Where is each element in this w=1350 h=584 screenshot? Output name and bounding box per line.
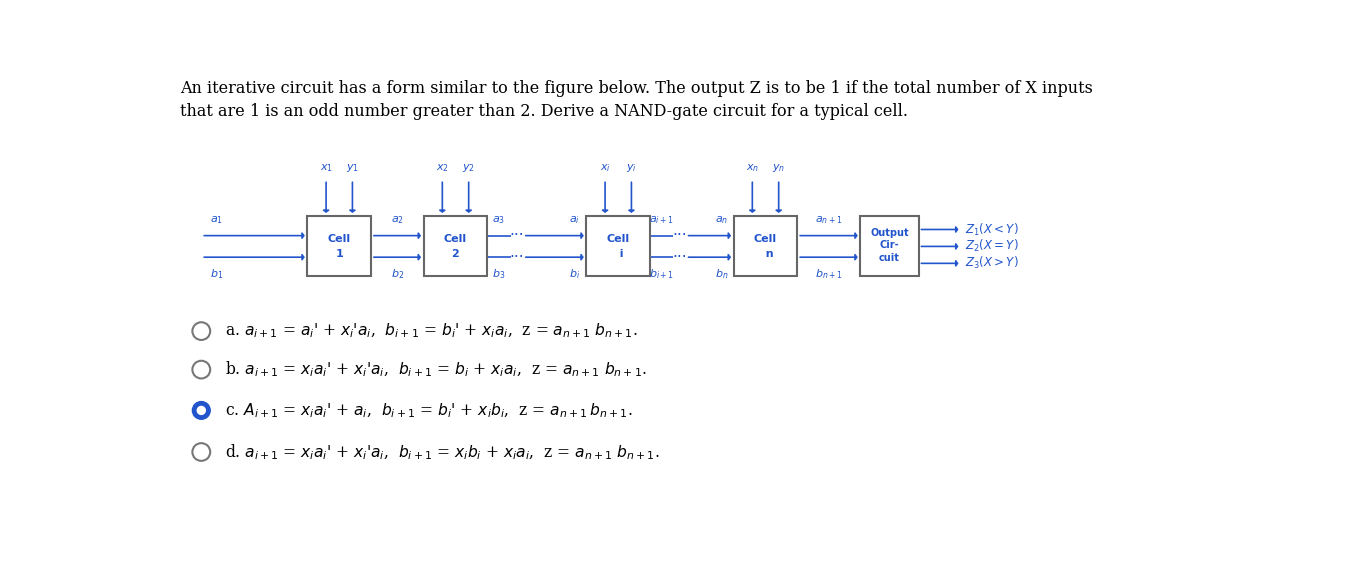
Text: n: n <box>757 249 774 259</box>
Text: a. $a_{i+1}$ = $a_i$' + $x_i$'$a_i$,  $b_{i+1}$ = $b_i$' + $x_i$$a_i$,  z = $a_{: a. $a_{i+1}$ = $a_i$' + $x_i$'$a_i$, $b_… <box>224 322 637 340</box>
Text: $y_2$: $y_2$ <box>462 162 475 174</box>
Circle shape <box>193 402 211 419</box>
Text: $b_{n+1}$: $b_{n+1}$ <box>815 267 842 281</box>
Text: ···: ··· <box>672 250 687 265</box>
Text: ···: ··· <box>672 228 687 243</box>
Text: $x_n$: $x_n$ <box>745 162 759 174</box>
Text: i: i <box>613 249 624 259</box>
Text: $x_i$: $x_i$ <box>599 162 610 174</box>
Bar <box>734 217 798 276</box>
Text: $b_3$: $b_3$ <box>493 267 505 281</box>
Text: $x_1$: $x_1$ <box>320 162 332 174</box>
Text: $b_2$: $b_2$ <box>390 267 404 281</box>
Text: c. $A_{i+1}$ = $x_i$$a_i$' + $a_i$,  $b_{i+1}$ = $b_i$' + $x_i$$b_i$,  z = $a_{n: c. $A_{i+1}$ = $x_i$$a_i$' + $a_i$, $b_{… <box>224 401 632 420</box>
Text: $x_2$: $x_2$ <box>436 162 448 174</box>
Text: $a_2$: $a_2$ <box>392 214 404 225</box>
Text: An iterative circuit has a form similar to the figure below. The output Z is to : An iterative circuit has a form similar … <box>181 80 1094 97</box>
Text: $a_n$: $a_n$ <box>716 214 729 225</box>
Text: $Z_3(X > Y)$: $Z_3(X > Y)$ <box>965 255 1019 272</box>
Text: cuit: cuit <box>879 253 900 263</box>
Text: $b_1$: $b_1$ <box>211 267 224 281</box>
Text: $a_{i+1}$: $a_{i+1}$ <box>649 214 674 225</box>
Text: Output: Output <box>871 228 909 238</box>
Text: $a_1$: $a_1$ <box>211 214 223 225</box>
Bar <box>586 217 651 276</box>
Text: ···: ··· <box>509 250 524 265</box>
Text: $a_3$: $a_3$ <box>493 214 505 225</box>
Text: ···: ··· <box>509 228 524 243</box>
Text: Cell: Cell <box>753 234 778 244</box>
Text: that are 1 is an odd number greater than 2. Derive a NAND-gate circuit for a typ: that are 1 is an odd number greater than… <box>181 103 909 120</box>
Text: $Z_2(X = Y)$: $Z_2(X = Y)$ <box>965 238 1019 255</box>
Text: d. $a_{i+1}$ = $x_i$$a_i$' + $x_i$'$a_i$,  $b_{i+1}$ = $x_i$$b_i$ + $x_i$$a_i$, : d. $a_{i+1}$ = $x_i$$a_i$' + $x_i$'$a_i$… <box>224 442 659 462</box>
Text: Cell: Cell <box>444 234 467 244</box>
Text: $a_{n+1}$: $a_{n+1}$ <box>815 214 842 225</box>
Text: b. $a_{i+1}$ = $x_i$$a_i$' + $x_i$'$a_i$,  $b_{i+1}$ = $b_i$ + $x_i$$a_i$,  z = : b. $a_{i+1}$ = $x_i$$a_i$' + $x_i$'$a_i$… <box>224 360 647 380</box>
Text: Cell: Cell <box>606 234 630 244</box>
Text: Cell: Cell <box>328 234 351 244</box>
Text: Cir-: Cir- <box>880 240 899 250</box>
Text: $Z_1(X < Y)$: $Z_1(X < Y)$ <box>965 221 1019 238</box>
Text: 1: 1 <box>335 249 343 259</box>
Bar <box>860 217 918 276</box>
Bar <box>308 217 371 276</box>
Circle shape <box>197 406 205 415</box>
Text: $b_{i+1}$: $b_{i+1}$ <box>649 267 674 281</box>
Text: $b_i$: $b_i$ <box>570 267 580 281</box>
Text: $y_1$: $y_1$ <box>346 162 359 174</box>
Text: $y_i$: $y_i$ <box>626 162 637 174</box>
Text: $a_i$: $a_i$ <box>570 214 580 225</box>
Text: $y_n$: $y_n$ <box>772 162 786 174</box>
Text: $b_n$: $b_n$ <box>716 267 729 281</box>
Bar <box>424 217 487 276</box>
Text: 2: 2 <box>452 249 459 259</box>
